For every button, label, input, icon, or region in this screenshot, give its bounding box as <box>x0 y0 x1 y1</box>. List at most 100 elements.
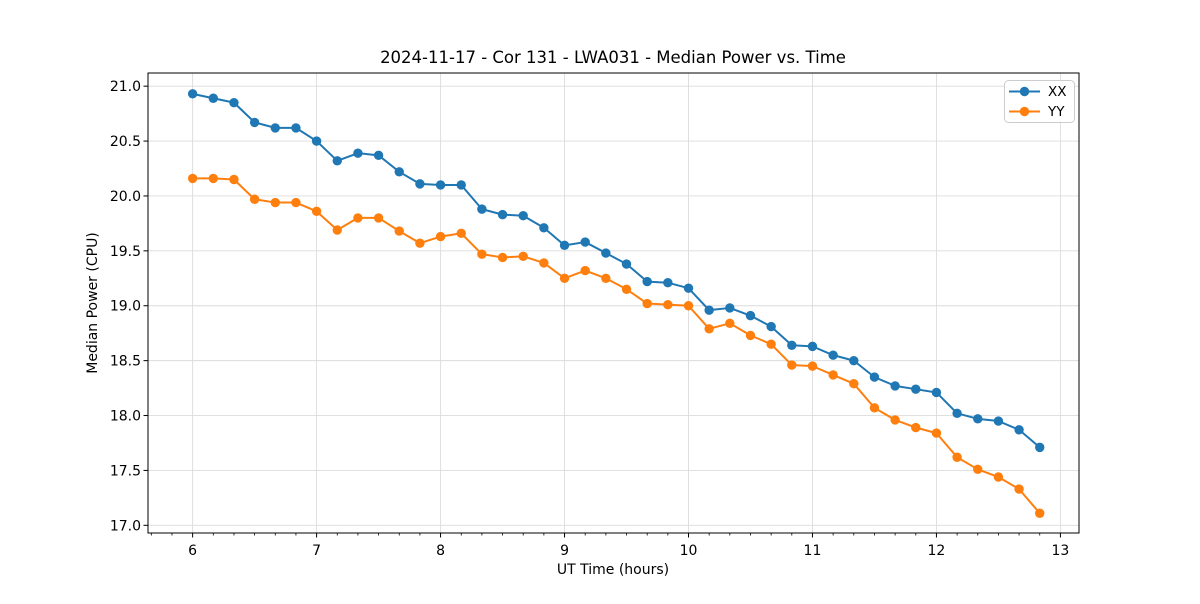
series-xx-marker <box>642 276 652 287</box>
series-xx-marker <box>828 350 838 360</box>
series-yy-marker <box>229 174 239 185</box>
x-tick-label: 11 <box>804 543 822 559</box>
series-yy-marker <box>807 361 818 371</box>
series-xx-marker <box>208 93 218 103</box>
series-yy-marker <box>1035 508 1045 518</box>
series-xx-marker <box>869 372 880 382</box>
series-xx-marker <box>229 97 239 108</box>
series-yy-marker <box>332 225 342 235</box>
chart-title: 2024-11-17 - Cor 131 - LWA031 - Median P… <box>380 48 846 67</box>
y-tick-label: 20.5 <box>110 134 141 150</box>
series-yy-marker <box>456 228 466 238</box>
series-xx-marker <box>683 283 694 293</box>
series-xx-marker <box>952 408 962 419</box>
series-xx-marker <box>353 148 363 158</box>
y-tick-label: 19.0 <box>110 299 141 315</box>
series-xx-marker <box>539 223 549 233</box>
series-xx-marker <box>973 414 983 424</box>
series-xx-marker <box>931 387 942 398</box>
legend-label-xx: XX <box>1048 84 1067 100</box>
series-xx-marker <box>807 341 818 352</box>
series-yy-marker <box>477 249 487 259</box>
y-tick-label: 21.0 <box>110 79 141 95</box>
series-yy-marker <box>828 370 838 380</box>
series-yy-marker <box>849 378 859 389</box>
series-xx-marker <box>745 310 756 321</box>
series-xx-marker <box>456 180 466 190</box>
y-axis-label: Median Power (CPU) <box>85 232 101 374</box>
series-yy-marker <box>745 330 756 341</box>
y-tick-label: 18.5 <box>110 354 141 370</box>
series-yy-marker <box>187 173 198 184</box>
axis-tick-labels: 6 7 8 9 10 11 12 13 17.0 17.5 18.0 18.5 19.0 19.5 20.0… <box>110 79 1069 559</box>
series-yy-marker <box>518 251 528 262</box>
x-tick-label: 6 <box>188 543 197 559</box>
series-yy-marker <box>911 422 921 433</box>
series-yy-marker <box>539 258 549 268</box>
series-yy-marker <box>373 213 384 223</box>
data-series <box>187 89 1045 518</box>
series-yy-marker <box>952 452 962 462</box>
series-yy-marker <box>890 415 900 425</box>
series-yy-marker <box>291 197 301 208</box>
series-xx-marker <box>601 248 611 258</box>
y-tick-label: 17.5 <box>110 463 141 479</box>
x-tick-label: 7 <box>312 543 321 559</box>
series-xx-marker <box>477 204 487 214</box>
series-yy-marker <box>725 318 735 329</box>
series-xx-marker <box>394 167 404 177</box>
x-axis-label: UT Time (hours) <box>557 562 669 578</box>
series-xx-marker <box>559 240 570 251</box>
series-xx-marker <box>435 180 446 190</box>
x-tick-label: 10 <box>680 543 698 559</box>
series-yy-marker <box>559 273 570 283</box>
series-xx-marker <box>518 211 528 221</box>
y-tick-label: 20.0 <box>110 189 141 205</box>
series-yy-marker <box>787 360 797 370</box>
series-yy-marker <box>973 464 983 475</box>
series-yy-marker <box>208 173 218 184</box>
series-yy-marker <box>249 194 260 204</box>
series-yy-marker <box>394 226 404 236</box>
series-xx <box>187 89 1045 453</box>
series-yy-marker <box>580 265 590 276</box>
legend-marker-xx <box>1019 86 1030 97</box>
series-xx-marker <box>890 381 900 391</box>
y-tick-label: 17.0 <box>110 518 141 534</box>
legend-entry-xx: XX <box>1009 84 1067 100</box>
series-xx-marker <box>849 355 859 366</box>
x-tick-label: 9 <box>560 543 569 559</box>
series-yy-marker <box>497 252 508 263</box>
x-tick-label: 13 <box>1051 543 1069 559</box>
series-xx-marker <box>787 340 797 350</box>
series-xx-marker <box>291 123 301 133</box>
y-tick-label: 19.5 <box>110 244 141 260</box>
legend: XX YY <box>1004 80 1075 123</box>
gridlines <box>148 73 1079 533</box>
series-xx-marker <box>580 237 590 247</box>
series-xx-marker <box>415 179 425 189</box>
series-xx-marker <box>1035 442 1045 453</box>
legend-marker-yy <box>1019 106 1030 117</box>
series-yy-marker <box>663 299 673 310</box>
series-yy-marker <box>642 298 652 309</box>
series-xx-marker <box>311 136 322 146</box>
series-yy-marker <box>621 284 632 294</box>
series-yy-marker <box>601 273 611 283</box>
series-yy-marker <box>931 428 942 438</box>
series-yy-marker <box>1014 484 1024 494</box>
series-yy-marker <box>704 324 714 334</box>
series-xx-marker <box>725 303 735 313</box>
series-xx-marker <box>621 259 632 269</box>
series-yy-marker <box>766 339 776 349</box>
series-xx-marker <box>993 416 1004 426</box>
plot-area <box>148 73 1079 533</box>
series-xx-marker <box>663 277 673 288</box>
y-tick-label: 18.0 <box>110 409 141 425</box>
series-xx-marker <box>704 305 714 315</box>
series-xx-marker <box>373 150 384 161</box>
axes-spines <box>147 72 1080 534</box>
series-yy-marker <box>435 231 446 242</box>
